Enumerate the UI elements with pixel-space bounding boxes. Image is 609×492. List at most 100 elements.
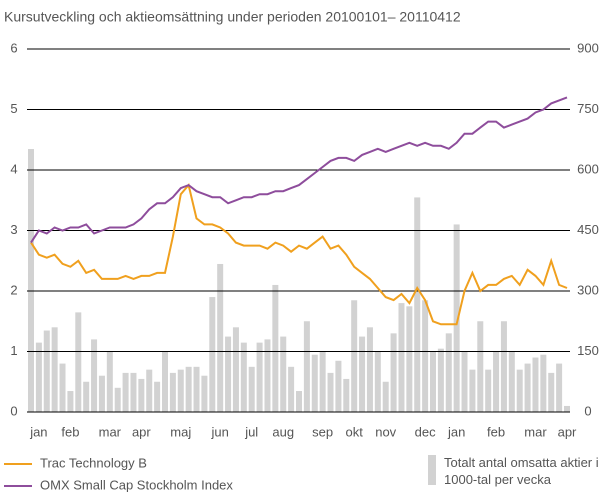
bar	[91, 339, 98, 412]
bar	[366, 327, 373, 412]
line	[30, 96, 568, 244]
bar	[382, 381, 389, 412]
bar	[319, 351, 326, 412]
bar	[500, 321, 507, 412]
bar	[485, 369, 492, 412]
bar	[264, 339, 271, 412]
x-tick-label: sep	[312, 424, 333, 439]
bar	[564, 405, 570, 412]
x-tick-label: feb	[61, 424, 79, 439]
bar	[106, 351, 113, 412]
bar	[59, 363, 66, 412]
bar	[256, 342, 263, 412]
bar	[75, 312, 82, 412]
x-tick-label: feb	[487, 424, 505, 439]
bar	[280, 336, 287, 412]
y-tick-label: 5	[10, 101, 17, 116]
bar	[398, 303, 405, 412]
bar	[524, 363, 531, 412]
y-tick-label: 3	[10, 222, 17, 237]
bar	[359, 336, 366, 412]
y-tick-label: 4	[10, 161, 17, 176]
bar	[477, 321, 484, 412]
y-tick-label: 2	[10, 282, 17, 297]
bar	[311, 354, 318, 412]
legend-label: Trac Technology B	[40, 455, 147, 470]
bar	[303, 321, 310, 412]
bar	[430, 351, 436, 412]
bar	[406, 306, 413, 412]
bar	[201, 375, 208, 412]
bar	[217, 263, 224, 412]
bar	[193, 366, 200, 412]
y-tick-label: 6	[10, 40, 17, 55]
bar	[272, 284, 279, 412]
bar	[114, 387, 121, 412]
x-tick-label: mar	[99, 424, 122, 439]
bar	[177, 369, 184, 412]
legend-label: Totalt antal omsatta aktier i 1000-tal p…	[444, 455, 599, 487]
bar	[288, 366, 295, 412]
bar	[453, 224, 460, 412]
legend-swatch	[428, 455, 436, 485]
bar	[185, 366, 192, 412]
bar	[122, 372, 129, 412]
bar	[548, 372, 555, 412]
bar	[508, 351, 515, 412]
y2-tick-label: 300	[577, 282, 599, 297]
bar	[335, 360, 342, 412]
bar	[130, 372, 137, 412]
x-tick-label: apr	[558, 424, 577, 439]
bar	[414, 197, 421, 412]
bar	[146, 369, 153, 412]
x-tick-label: jun	[210, 424, 228, 439]
x-tick-label: apr	[132, 424, 151, 439]
bar	[162, 351, 168, 412]
bar	[169, 372, 176, 412]
chart-title: Kursutveckling och aktieomsättning under…	[4, 9, 461, 25]
bar	[374, 351, 381, 412]
bar	[51, 327, 58, 412]
x-tick-label: aug	[272, 424, 294, 439]
bar	[67, 391, 74, 412]
bar	[437, 348, 444, 412]
bar	[461, 351, 468, 412]
bar	[98, 375, 105, 412]
x-tick-label: nov	[375, 424, 396, 439]
x-tick-label: jan	[29, 424, 47, 439]
bar	[540, 354, 547, 412]
y2-tick-label: 0	[584, 403, 591, 418]
bar	[138, 378, 145, 412]
y2-tick-label: 750	[577, 101, 599, 116]
x-tick-label: maj	[170, 424, 191, 439]
bar	[232, 327, 239, 412]
bar	[351, 300, 358, 412]
x-tick-label: jan	[447, 424, 465, 439]
bar	[225, 336, 232, 412]
bar	[296, 391, 302, 412]
y2-tick-label: 450	[577, 222, 599, 237]
y2-tick-label: 150	[577, 343, 599, 358]
bar	[240, 342, 247, 412]
bar	[248, 366, 255, 412]
bar	[343, 378, 350, 412]
bar	[556, 363, 563, 412]
bar	[390, 333, 397, 412]
bar	[154, 381, 161, 412]
bar	[327, 372, 334, 412]
bar	[516, 369, 523, 412]
bar	[43, 330, 50, 412]
line	[30, 182, 568, 326]
bar	[532, 357, 539, 412]
bar	[35, 342, 42, 412]
x-tick-label: okt	[346, 424, 364, 439]
legend-label: OMX Small Cap Stockholm Index	[40, 477, 233, 492]
x-tick-label: jul	[244, 424, 258, 439]
x-tick-label: mar	[524, 424, 547, 439]
bar	[83, 381, 90, 412]
y2-tick-label: 600	[577, 161, 599, 176]
bar	[422, 300, 429, 412]
y-tick-label: 1	[10, 343, 17, 358]
